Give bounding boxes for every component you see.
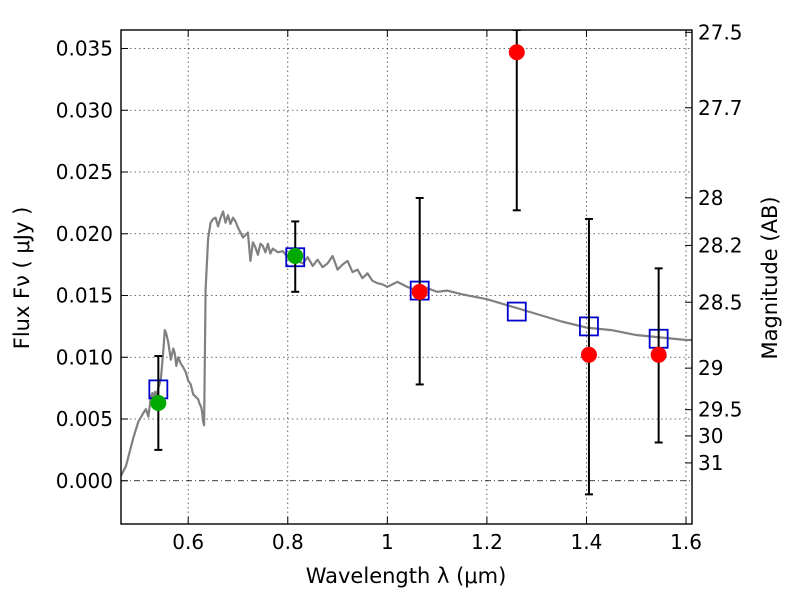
y-axis-ticks: 0.000 0.005 0.010 0.015 0.020 0.025 0.030 0.035 xyxy=(56,37,128,493)
y2-tick-label: 28 xyxy=(698,186,723,210)
observed-photometry-point xyxy=(508,44,525,61)
y-tick-label: 0.025 xyxy=(56,160,113,184)
model-photometry-square xyxy=(506,301,527,322)
y-axis-label: Flux Fν ( μJy ) xyxy=(10,207,34,350)
y-tick-label: 0.030 xyxy=(56,98,113,122)
y-tick-label: 0.005 xyxy=(56,407,113,431)
x-tick-label: 1.4 xyxy=(571,530,603,554)
y2-tick-label: 30 xyxy=(698,424,723,448)
observed-photometry-point xyxy=(150,394,167,411)
y2-tick-label: 29.5 xyxy=(698,398,743,422)
observed-photometry-point xyxy=(287,248,304,265)
x-tick-label: 1 xyxy=(381,530,394,554)
x-axis-label: Wavelength λ (μm) xyxy=(306,564,507,588)
y2-tick-label: 29 xyxy=(698,356,723,380)
y2-tick-label: 27.7 xyxy=(698,96,743,120)
y2-tick-label: 28.5 xyxy=(698,290,743,314)
series-layer xyxy=(121,30,692,496)
y2-axis-label: Magnitude (AB) xyxy=(758,196,782,359)
observed-photometry-point xyxy=(580,346,597,363)
y2-tick-label: 31 xyxy=(698,451,723,475)
y2-tick-label: 28.2 xyxy=(698,233,743,257)
y-tick-label: 0.000 xyxy=(56,469,113,493)
x-axis-ticks: 0.6 0.8 1 1.2 1.4 1.6 xyxy=(172,30,702,554)
observed-photometry-point xyxy=(411,283,428,300)
x-tick-label: 1.6 xyxy=(670,530,702,554)
y-tick-label: 0.020 xyxy=(56,222,113,246)
y-tick-label: 0.015 xyxy=(56,284,113,308)
x-tick-label: 0.8 xyxy=(272,530,304,554)
plot-frame xyxy=(120,29,693,525)
model-spectrum-line xyxy=(121,210,692,477)
x-tick-label: 1.2 xyxy=(471,530,503,554)
observed-photometry-point xyxy=(650,346,667,363)
x-tick-label: 0.6 xyxy=(172,530,204,554)
gridlines xyxy=(121,30,692,524)
y2-tick-label: 27.5 xyxy=(698,20,743,44)
y2-axis-ticks: 27.5 27.7 28 28.2 28.5 29 29.530 31 xyxy=(685,20,743,475)
y-tick-label: 0.010 xyxy=(56,345,113,369)
y-tick-label: 0.035 xyxy=(56,37,113,61)
